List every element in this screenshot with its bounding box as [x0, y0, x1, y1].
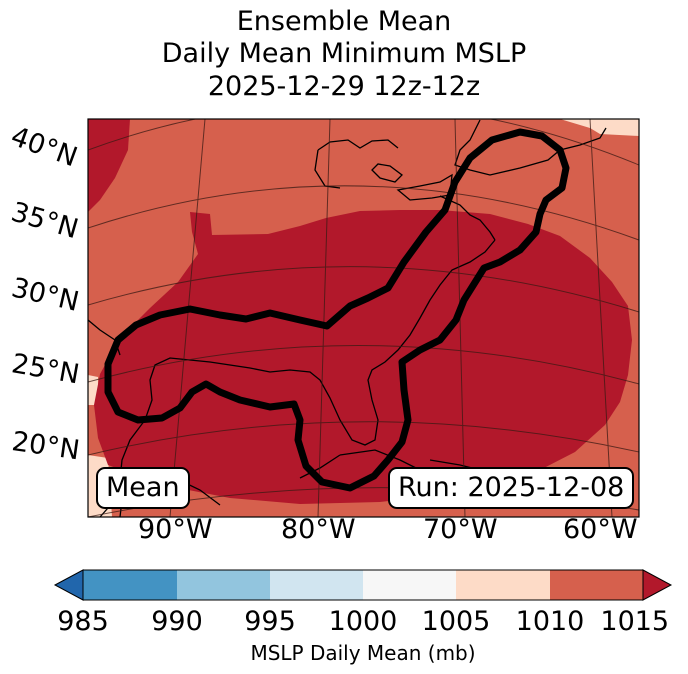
colorbar-extend-high	[642, 569, 673, 601]
colorbar-tick-995: 995	[244, 606, 296, 637]
colorbar-frame	[82, 569, 644, 601]
title-line-1: Ensemble Mean	[236, 6, 452, 37]
colorbar-band-985-990	[83, 570, 177, 600]
map-frame	[87, 118, 640, 518]
colorbar-tick-985: 985	[57, 606, 109, 637]
lon-label-70w: 70°W	[423, 514, 498, 545]
colorbar-band-1000-1005	[363, 570, 456, 600]
colorbar-label: MSLP Daily Mean (mb)	[250, 641, 476, 665]
colorbar-band-1010-1015	[550, 570, 643, 600]
colorbar-tick-990: 990	[151, 606, 203, 637]
low-pressure-main	[94, 210, 632, 504]
colorbar-band-1005-1010	[456, 570, 550, 600]
low-pressure-nw	[88, 119, 130, 212]
lon-label-80w: 80°W	[281, 514, 356, 545]
lon-label-60w: 60°W	[563, 514, 638, 545]
ensemble-mean-contour	[104, 128, 570, 492]
map-panel	[87, 118, 640, 518]
colorbar-tick-1015: 1015	[600, 606, 670, 637]
mean-label-box: Mean	[96, 467, 190, 509]
colorbar-band-990-995	[177, 570, 270, 600]
colorbar-tick-1010: 1010	[515, 606, 585, 637]
colorbar-band-995-1000	[270, 570, 363, 600]
title-line-2: Daily Mean Minimum MSLP	[161, 38, 527, 69]
run-date-label-box: Run: 2025-12-08	[388, 467, 635, 509]
title-line-3: 2025-12-29 12z-12z	[207, 71, 481, 102]
high-pressure-patch-ne	[560, 119, 639, 136]
colorbar-tick-1005: 1005	[421, 606, 491, 637]
colorbar-extend-low	[53, 569, 84, 601]
lon-label-90w: 90°W	[138, 514, 213, 545]
colorbar-tick-1000: 1000	[328, 606, 398, 637]
